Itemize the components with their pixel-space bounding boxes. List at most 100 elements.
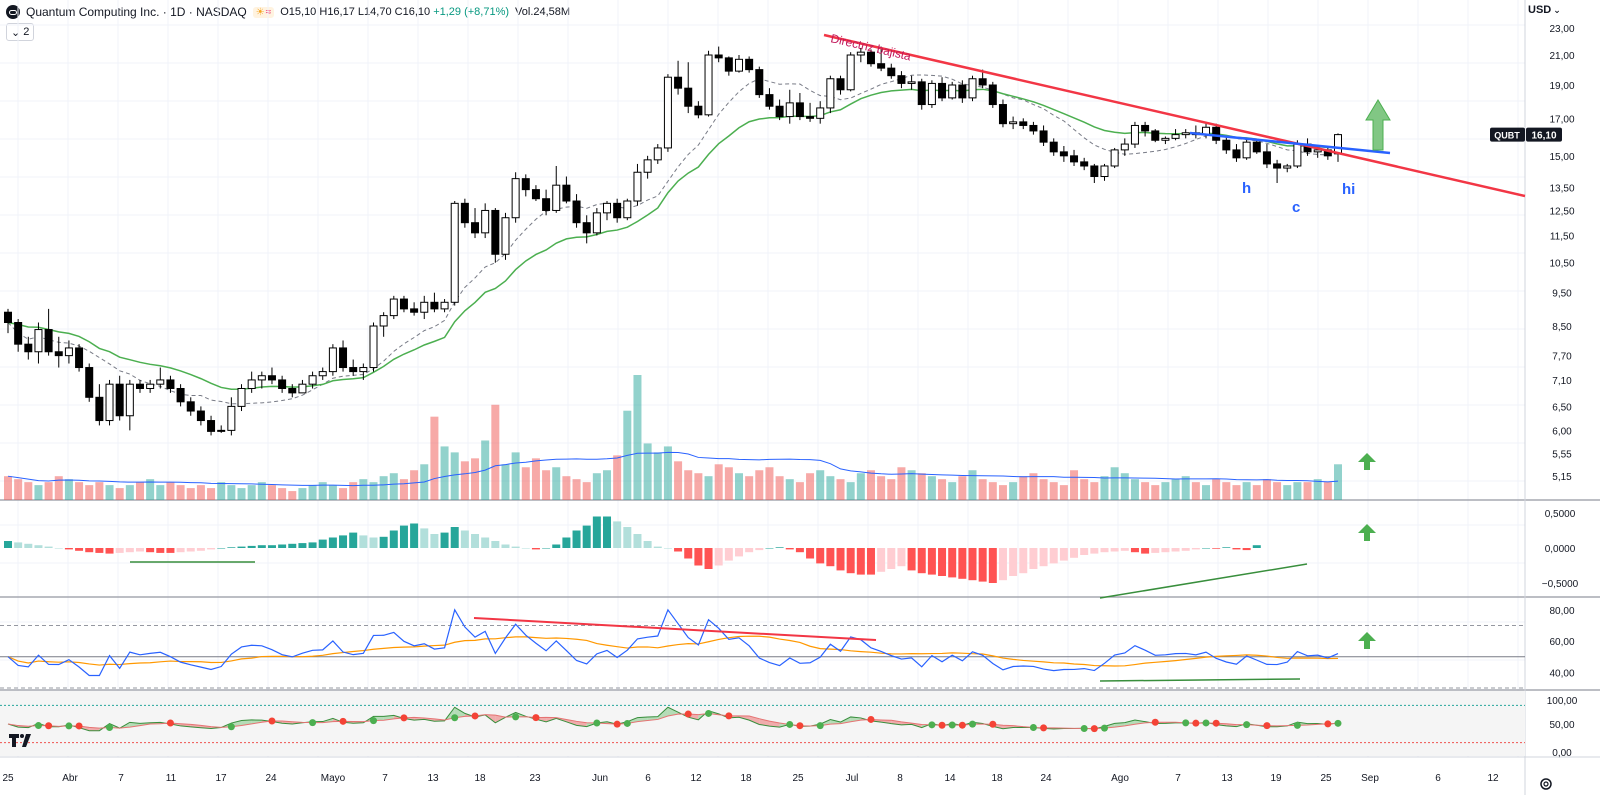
symbol-logo-icon xyxy=(6,5,20,19)
candle-body xyxy=(897,75,906,84)
time-tick-label: 12 xyxy=(690,773,702,784)
osc-fill xyxy=(454,707,465,718)
volume-bar xyxy=(1100,476,1109,500)
osc-cross-dot xyxy=(400,714,408,722)
macd-hist-bar xyxy=(115,548,124,553)
tradingview-logo-icon[interactable] xyxy=(8,731,36,749)
macd-hist-bar xyxy=(14,542,23,548)
macd-hist-bar xyxy=(156,548,165,553)
macd-hist-bar xyxy=(1141,548,1150,554)
candle-body xyxy=(318,371,327,377)
time-tick-label: 7 xyxy=(382,773,388,784)
macd-hist-bar xyxy=(572,530,581,548)
gear-icon[interactable] xyxy=(1538,776,1554,792)
volume-bar xyxy=(1252,485,1261,500)
volume-bar xyxy=(14,479,23,500)
osc-cross-dot xyxy=(1243,721,1251,729)
price-tag-value-box xyxy=(1526,127,1562,142)
volume-bar xyxy=(349,482,358,500)
volume-bar xyxy=(643,443,652,500)
candle-body xyxy=(1181,132,1190,136)
osc-cross-dot xyxy=(1029,723,1037,731)
macd-hist-bar xyxy=(257,545,266,548)
indicator-collapse-button[interactable]: ⌄ 2 xyxy=(6,23,35,41)
volume-bar xyxy=(552,467,561,500)
osc-cross-dot xyxy=(166,719,174,727)
osc-cross-dot xyxy=(75,722,83,730)
candle-body xyxy=(54,351,63,357)
time-tick-label: 11 xyxy=(166,773,177,784)
candle-body xyxy=(674,76,683,89)
macd-hist-bar xyxy=(176,548,185,553)
candle-body xyxy=(450,202,459,303)
symbol-title[interactable]: Quantum Computing Inc. · 1D · NASDAQ xyxy=(26,5,247,19)
volume-bar xyxy=(745,476,754,500)
macd-hist-bar xyxy=(1019,548,1028,574)
sun-icon: ☀ xyxy=(255,6,265,18)
macd-hist-bar xyxy=(1222,547,1231,548)
macd-hist-bar xyxy=(1191,548,1200,550)
candle-body xyxy=(75,347,84,369)
rsi-divergence-line xyxy=(473,617,877,641)
candle-body xyxy=(308,375,317,385)
price-tick-label: 7,10 xyxy=(1552,376,1572,387)
macd-hist-bar xyxy=(369,537,378,548)
volume-bar xyxy=(491,404,500,500)
macd-hist-bar xyxy=(207,548,216,550)
macd-hist-bar xyxy=(1110,548,1119,552)
candle-body xyxy=(471,222,480,234)
macd-hist-bar xyxy=(278,544,287,548)
macd-hist-bar xyxy=(64,548,73,550)
volume-bar xyxy=(714,464,723,500)
macd-hist-bar xyxy=(1080,548,1089,555)
macd-hist-bar xyxy=(1070,548,1079,558)
candle-body xyxy=(907,81,916,84)
volume-bar xyxy=(684,470,693,500)
macd-hist-bar xyxy=(1161,548,1170,553)
candle-body xyxy=(704,54,713,116)
volume-bar xyxy=(511,452,520,500)
osc-cross-dot xyxy=(1080,725,1088,733)
candle-body xyxy=(1222,139,1231,151)
candle-body xyxy=(1313,149,1322,153)
candle-body xyxy=(430,301,439,310)
osc-cross-dot xyxy=(268,717,276,725)
candle-body xyxy=(125,383,134,417)
currency-selector[interactable]: USD ⌄ xyxy=(1528,4,1561,16)
osc-cross-dot xyxy=(969,720,977,728)
volume-bar xyxy=(795,482,804,500)
chart-header: Quantum Computing Inc. · 1D · NASDAQ ☀≈ … xyxy=(6,3,570,21)
volume-bar xyxy=(998,485,1007,500)
breakout-arrow-icon xyxy=(1365,99,1391,151)
candle-body xyxy=(217,429,226,432)
volume-bar xyxy=(1303,482,1312,500)
volume-bar xyxy=(542,470,551,500)
macd-hist-bar xyxy=(501,544,510,548)
chevron-down-icon: ⌄ xyxy=(11,26,21,39)
volume-bar xyxy=(887,479,896,500)
macd-hist-bar xyxy=(85,548,94,553)
time-tick-label: 17 xyxy=(215,773,227,784)
volume-bar xyxy=(1161,482,1170,500)
time-tick-label: 18 xyxy=(740,773,752,784)
osc-cross-dot xyxy=(339,717,347,725)
candle-body xyxy=(1273,163,1282,169)
price-tick-label: 9,50 xyxy=(1552,289,1572,300)
candle-body xyxy=(399,298,408,310)
macd-hist-bar xyxy=(328,537,337,548)
macd-hist-bar xyxy=(643,541,652,548)
time-tick-label: 24 xyxy=(1040,773,1052,784)
candle-body xyxy=(1262,151,1271,165)
time-tick-label: 12 xyxy=(1487,773,1499,784)
sma-dashed-line xyxy=(7,74,1339,405)
rsi-tick-label: 80,00 xyxy=(1549,606,1574,617)
volume-bar xyxy=(267,485,276,500)
volume-bar xyxy=(1334,464,1342,500)
candle-body xyxy=(44,329,53,353)
candle-body xyxy=(481,209,490,234)
candle-body xyxy=(1171,134,1180,139)
candle-body xyxy=(613,202,622,219)
macd-tick-label: −0,5000 xyxy=(1542,579,1579,590)
candle-body xyxy=(866,51,875,65)
